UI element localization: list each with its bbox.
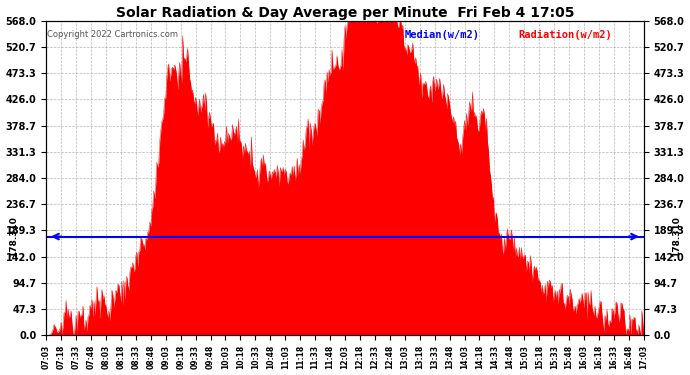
Text: Radiation(w/m2): Radiation(w/m2) — [518, 30, 612, 40]
Text: 178.310: 178.310 — [9, 216, 18, 257]
Text: 178.310: 178.310 — [672, 216, 681, 257]
Text: Median(w/m2): Median(w/m2) — [405, 30, 480, 40]
Text: Copyright 2022 Cartronics.com: Copyright 2022 Cartronics.com — [48, 30, 178, 39]
Title: Solar Radiation & Day Average per Minute  Fri Feb 4 17:05: Solar Radiation & Day Average per Minute… — [116, 6, 574, 20]
